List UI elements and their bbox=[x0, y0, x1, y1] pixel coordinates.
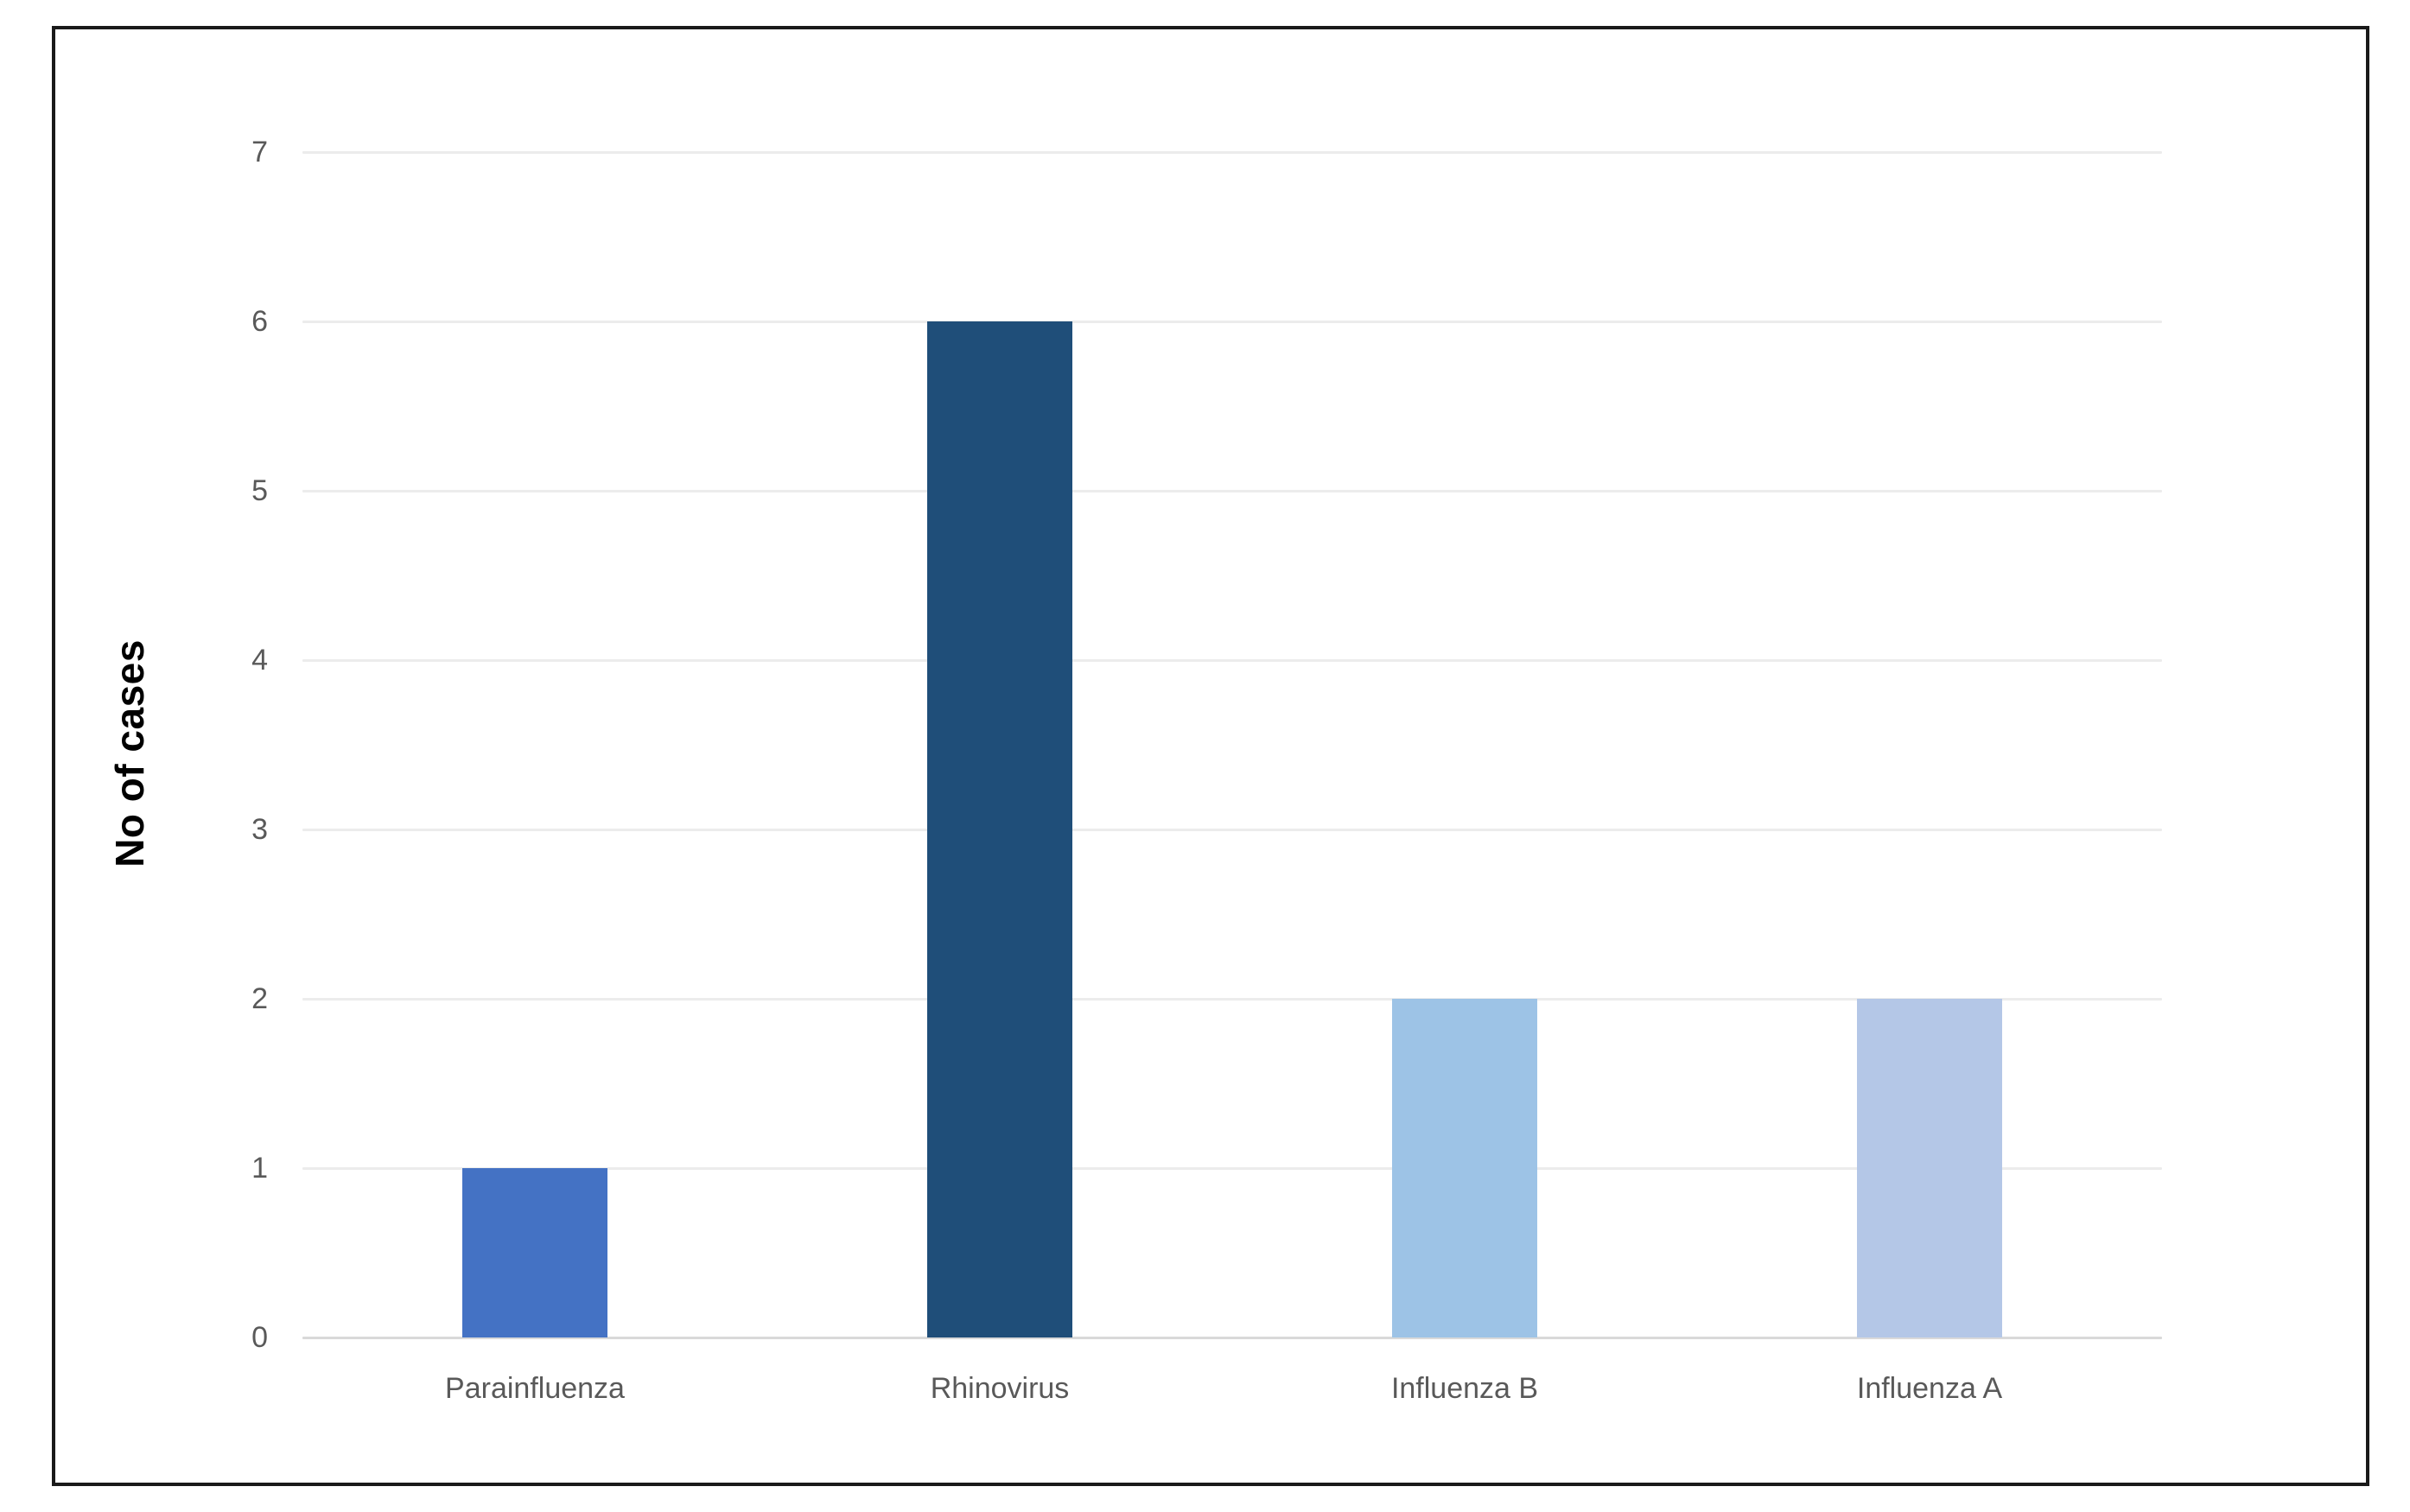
chart-frame bbox=[52, 26, 2369, 1486]
